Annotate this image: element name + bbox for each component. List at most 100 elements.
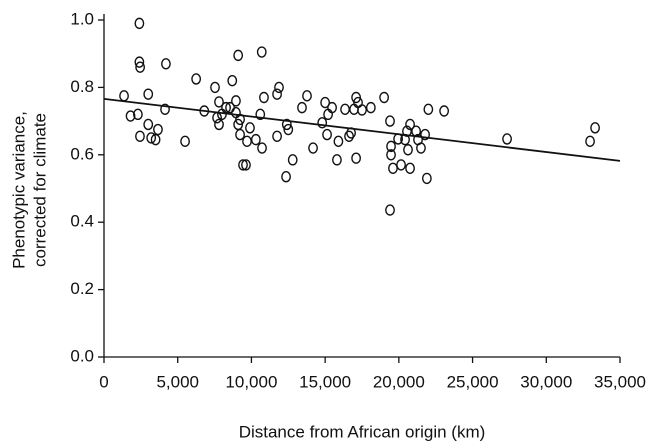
point bbox=[320, 96, 331, 109]
point bbox=[256, 46, 267, 58]
point bbox=[161, 58, 171, 70]
point bbox=[274, 81, 284, 94]
y-tick-label: 0.2 bbox=[70, 279, 94, 298]
point bbox=[191, 73, 202, 85]
point bbox=[146, 132, 157, 144]
trendline bbox=[103, 97, 621, 162]
point bbox=[379, 91, 390, 104]
point bbox=[135, 130, 145, 142]
point bbox=[340, 103, 350, 116]
point bbox=[421, 172, 432, 185]
x-tick-label: 20,000 bbox=[373, 372, 425, 391]
y-axis-label: Phenotypic variance, corrected for clima… bbox=[9, 111, 49, 269]
point bbox=[210, 81, 220, 94]
point bbox=[502, 133, 512, 145]
point bbox=[385, 115, 395, 127]
x-tick-label: 5,000 bbox=[156, 372, 199, 391]
point bbox=[134, 56, 145, 68]
point bbox=[125, 110, 136, 122]
point bbox=[344, 130, 354, 142]
point bbox=[400, 133, 410, 146]
point bbox=[221, 101, 231, 114]
y-tick-label: 0.4 bbox=[70, 212, 94, 231]
point bbox=[420, 128, 430, 141]
point bbox=[233, 49, 244, 62]
point bbox=[388, 162, 398, 174]
point bbox=[214, 118, 224, 131]
point bbox=[317, 117, 328, 129]
point bbox=[272, 88, 282, 100]
x-tick-label: 35,000 bbox=[594, 372, 646, 391]
point bbox=[308, 142, 318, 154]
y-tick-label: 1.0 bbox=[70, 9, 94, 28]
point bbox=[590, 122, 600, 134]
point bbox=[365, 101, 376, 114]
point bbox=[212, 112, 222, 124]
y-tick-label: 0.8 bbox=[70, 77, 94, 96]
point bbox=[242, 135, 252, 148]
point bbox=[403, 144, 413, 156]
point bbox=[405, 162, 415, 174]
point bbox=[402, 125, 412, 137]
point bbox=[283, 123, 294, 136]
point bbox=[257, 142, 267, 154]
point bbox=[134, 17, 145, 30]
point bbox=[332, 154, 342, 166]
point bbox=[327, 101, 337, 114]
point bbox=[241, 159, 251, 171]
point bbox=[346, 127, 356, 139]
point bbox=[423, 103, 434, 116]
point bbox=[133, 108, 143, 121]
point bbox=[231, 95, 241, 107]
y-tick-label: 0.6 bbox=[70, 144, 94, 163]
x-tick-label: 30,000 bbox=[520, 372, 572, 391]
point bbox=[393, 133, 404, 145]
point bbox=[245, 122, 255, 134]
point bbox=[385, 204, 395, 216]
point bbox=[119, 90, 129, 102]
x-tick-label: 25,000 bbox=[447, 372, 499, 391]
y-tick-label: 0.0 bbox=[70, 346, 94, 365]
point bbox=[439, 105, 450, 117]
point bbox=[405, 118, 415, 131]
point bbox=[333, 135, 344, 148]
point bbox=[135, 61, 146, 73]
point bbox=[287, 154, 298, 166]
x-axis-label: Distance from African origin (km) bbox=[239, 422, 486, 441]
point bbox=[585, 135, 595, 148]
point bbox=[357, 104, 367, 116]
point bbox=[231, 106, 241, 119]
point bbox=[238, 159, 248, 171]
point bbox=[214, 96, 224, 108]
y-axis-label-line: Phenotypic variance, bbox=[9, 111, 28, 269]
point bbox=[302, 90, 312, 102]
point bbox=[386, 140, 396, 153]
point bbox=[180, 135, 190, 148]
point bbox=[153, 123, 163, 136]
point bbox=[281, 171, 291, 183]
x-tick-label: 15,000 bbox=[299, 372, 351, 391]
point bbox=[160, 103, 170, 116]
point bbox=[255, 108, 266, 121]
point bbox=[235, 128, 245, 141]
point bbox=[351, 152, 362, 164]
point bbox=[227, 74, 238, 87]
point bbox=[416, 142, 426, 154]
x-tick-label: 0 bbox=[99, 372, 108, 391]
point bbox=[386, 149, 396, 161]
point bbox=[150, 133, 161, 146]
point bbox=[411, 125, 422, 137]
x-tick-label: 10,000 bbox=[225, 372, 277, 391]
point bbox=[199, 105, 210, 117]
point bbox=[259, 91, 269, 104]
point bbox=[297, 101, 307, 114]
y-axis-label-line: corrected for climate bbox=[30, 113, 49, 267]
point bbox=[396, 159, 406, 171]
point bbox=[322, 128, 332, 141]
point bbox=[143, 88, 154, 100]
point bbox=[143, 118, 154, 131]
point bbox=[281, 118, 292, 131]
point bbox=[250, 133, 261, 146]
point bbox=[272, 130, 282, 142]
